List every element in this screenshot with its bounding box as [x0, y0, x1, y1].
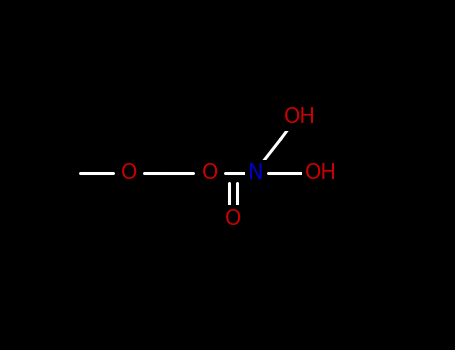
Text: OH: OH: [284, 107, 316, 127]
Text: OH: OH: [305, 163, 337, 183]
Text: O: O: [121, 163, 137, 183]
Text: O: O: [202, 163, 218, 183]
Text: O: O: [225, 209, 241, 229]
Text: N: N: [248, 163, 264, 183]
